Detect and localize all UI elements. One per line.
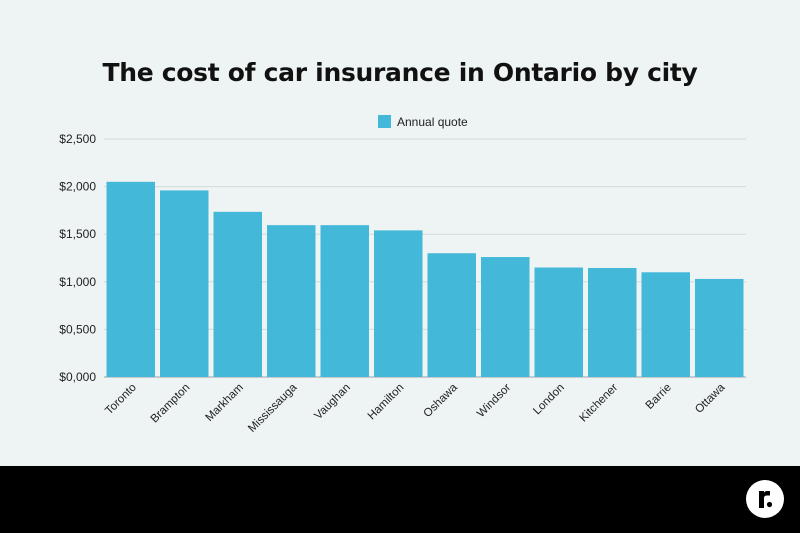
x-tick-label: Ottawa (693, 381, 728, 416)
x-tick-label: Markham (203, 382, 245, 424)
bars (106, 181, 744, 377)
bar-ottawa (695, 278, 744, 377)
y-tick-label: $1,000 (59, 275, 96, 289)
y-tick-label: $0,000 (59, 370, 96, 384)
bar-markham (213, 211, 262, 377)
chart-title: The cost of car insurance in Ontario by … (102, 58, 698, 87)
bar-chart: $0,000 $0,500 $1,000 $1,500 $2,000 $2,500 Tor… (59, 115, 746, 435)
x-tick-label: Windsor (475, 382, 513, 420)
legend: Annual quote (378, 115, 468, 129)
x-tick-label: Barrie (644, 382, 674, 412)
y-axis-ticks: $0,000 $0,500 $1,000 $1,500 $2,000 $2,500 (59, 132, 96, 384)
x-tick-label: Oshawa (422, 381, 461, 420)
bar-london (534, 267, 583, 377)
x-tick-label: Vaughan (312, 382, 352, 422)
legend-swatch (378, 115, 391, 128)
x-tick-label: Hamilton (366, 382, 407, 423)
bar-kitchener (588, 267, 637, 377)
y-tick-label: $2,000 (59, 180, 96, 194)
y-tick-label: $1,500 (59, 227, 96, 241)
bar-mississauga (267, 225, 316, 377)
x-tick-label: London (531, 382, 567, 418)
gridlines (104, 138, 746, 378)
y-tick-label: $0,500 (59, 322, 96, 336)
y-tick-label: $2,500 (59, 132, 96, 146)
x-tick-label: Kitchener (578, 382, 621, 425)
bar-hamilton (374, 230, 423, 377)
x-tick-label: Toronto (103, 382, 139, 418)
rates-r-logo-icon (746, 480, 784, 518)
bar-oshawa (427, 253, 476, 377)
bar-barrie (641, 272, 690, 377)
x-tick-label: Brampton (149, 382, 193, 426)
bar-brampton (160, 190, 209, 377)
x-axis-ticks: Toronto Brampton Markham Mississauga Vaughan… (103, 381, 728, 435)
bar-windsor (481, 257, 530, 377)
x-tick-label: Mississauga (246, 381, 300, 435)
bar-toronto (106, 181, 155, 377)
legend-label: Annual quote (397, 115, 468, 129)
bar-vaughan (320, 225, 369, 377)
footer-bar (0, 466, 800, 533)
